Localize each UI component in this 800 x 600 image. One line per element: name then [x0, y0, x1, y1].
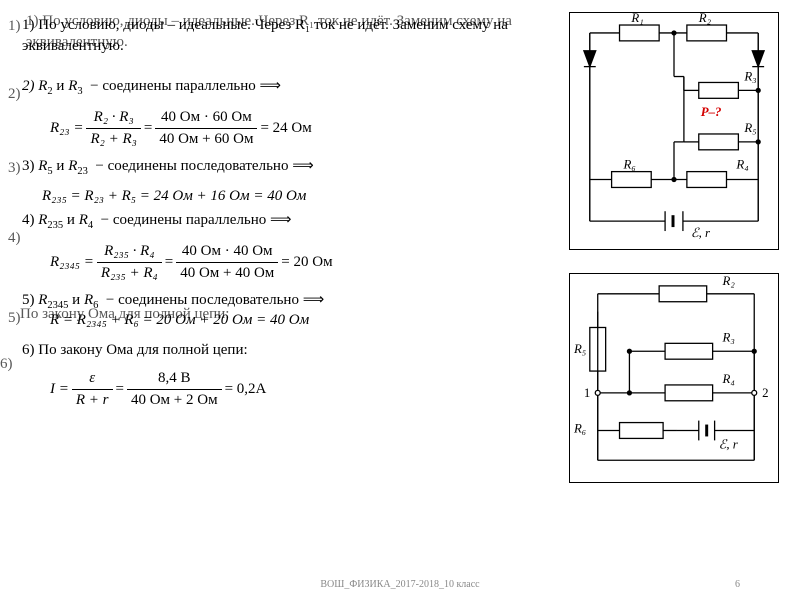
step-1: 1) По условию, диоды – идеальные. Через … — [22, 15, 557, 57]
power-question: P–? — [701, 105, 722, 119]
svg-text:R₆: R₆ — [622, 158, 635, 172]
step-6: 6) По закону Ома для полной цепи: — [22, 340, 557, 361]
step-4-eq: R₂₃₄₅ = R₂₃₅ · R₄R₂₃₅ + R₄ = 40 Ом · 40 … — [50, 241, 557, 284]
step-4: 4) R235 и R4 − соединены параллельно ⟹ — [22, 212, 292, 228]
svg-text:R₃: R₃ — [722, 330, 735, 344]
svg-text:1: 1 — [584, 386, 590, 400]
step-5-eq: R = R₂₃₄₅ + R₆ = 20 Ом + 20 Ом = 40 Ом — [50, 310, 309, 331]
circuit-diagram-1: R₁ R₂ R₃ R₅ R₆ R₄ ℰ, r P–? — [569, 12, 779, 250]
svg-text:R₄: R₄ — [735, 158, 748, 172]
svg-text:R₄: R₄ — [722, 372, 735, 386]
svg-text:R₁: R₁ — [630, 12, 643, 25]
overlay-num-1: 1) — [8, 18, 21, 35]
step-3: 3) R5 и R23 − соединены последовательно … — [22, 158, 314, 174]
step-6-eq: I = εR + r = 8,4 В40 Ом + 2 Ом = 0,2А — [50, 368, 557, 411]
overlay-num-3: 3) — [8, 160, 21, 177]
overlay-num-5: 5) — [8, 310, 21, 327]
svg-text:R₅: R₅ — [743, 121, 756, 135]
overlay-num-2: 2) — [8, 86, 21, 103]
svg-text:ℰ, r: ℰ, r — [719, 437, 739, 451]
page-number: 6 — [735, 579, 740, 590]
step-2: 2) R2 и R3 − соединены параллельно ⟹ — [22, 78, 281, 94]
svg-text:R₂: R₂ — [698, 12, 712, 25]
step-2-eq: R₂₃ = R₂ · R₃R₂ + R₃ = 40 Ом · 60 Ом40 О… — [50, 107, 557, 150]
svg-text:R₅: R₅ — [573, 342, 586, 356]
svg-text:R₆: R₆ — [573, 421, 586, 435]
svg-text:R₃: R₃ — [743, 69, 756, 83]
footer-text: ВОШ_ФИЗИКА_2017-2018_10 класс — [0, 579, 800, 590]
svg-text:R₂: R₂ — [722, 274, 736, 288]
svg-text:2: 2 — [762, 386, 768, 400]
circuit-diagram-2: R₂ R₃ R₄ R₅ R₆ ℰ, r 1 2 — [569, 273, 779, 483]
step-3-eq: R₂₃₅ = R₂₃ + R₅ = 24 Ом + 16 Ом = 40 Ом — [42, 186, 557, 207]
overlay-num-4: 4) — [8, 230, 21, 247]
overlay-num-6: 6) — [0, 356, 13, 373]
svg-text:ℰ, r: ℰ, r — [691, 226, 711, 240]
